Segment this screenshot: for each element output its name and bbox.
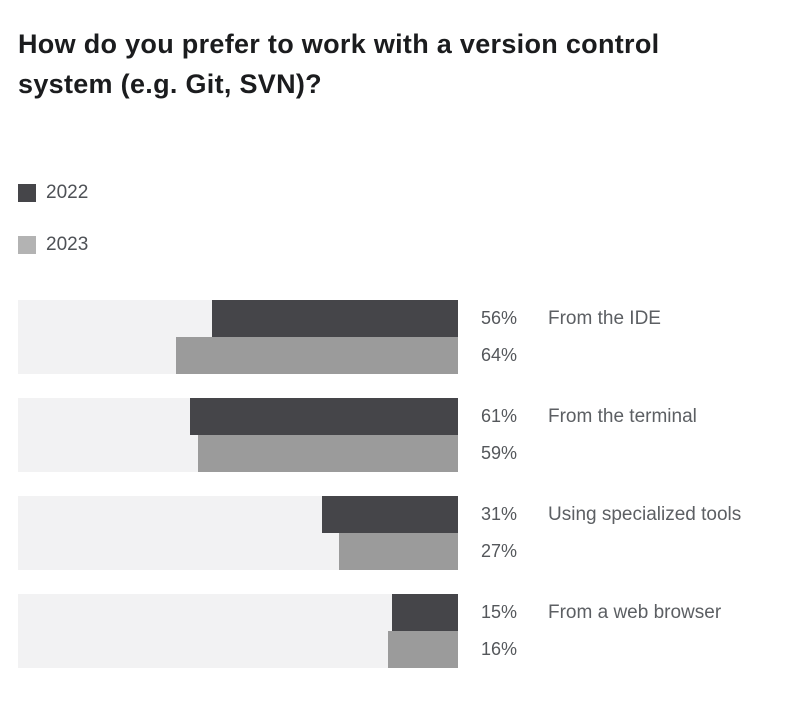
percent-2022: 15% bbox=[481, 602, 518, 622]
bar-track bbox=[18, 398, 458, 472]
bar-track bbox=[18, 594, 458, 668]
percent-2022: 56% bbox=[481, 308, 518, 328]
bar-2022 bbox=[392, 594, 458, 631]
percent-2022: 61% bbox=[481, 406, 518, 426]
bar-2023 bbox=[387, 631, 458, 668]
category-column: Using specialized tools bbox=[548, 496, 741, 570]
chart-row: 61% 59% From the terminal bbox=[18, 398, 800, 472]
percent-2023: 64% bbox=[481, 345, 518, 365]
chart-row: 31% 27% Using specialized tools bbox=[18, 496, 800, 570]
bar-2022 bbox=[321, 496, 458, 533]
percent-2023: 27% bbox=[481, 541, 518, 561]
category-label: Using specialized tools bbox=[548, 503, 742, 525]
chart-row: 15% 16% From a web browser bbox=[18, 594, 800, 668]
percent-2022: 31% bbox=[481, 504, 518, 524]
page-title: How do you prefer to work with a version… bbox=[18, 24, 800, 104]
category-column: From the IDE bbox=[548, 300, 661, 374]
bar-track bbox=[18, 496, 458, 570]
page-title-line-1: How do you prefer to work with a version… bbox=[18, 29, 660, 59]
bar-track bbox=[18, 300, 458, 374]
page-title-line-2: system (e.g. Git, SVN)? bbox=[18, 69, 322, 99]
category-label: From a web browser bbox=[548, 601, 722, 623]
bar-2022 bbox=[189, 398, 458, 435]
survey-chart: How do you prefer to work with a version… bbox=[18, 24, 800, 668]
percent-2023: 16% bbox=[481, 639, 518, 659]
legend-swatch-icon bbox=[18, 236, 36, 254]
bar-2022 bbox=[211, 300, 458, 337]
category-label: From the IDE bbox=[548, 307, 661, 329]
percent-labels: 15% 16% bbox=[458, 594, 548, 668]
bar-2023 bbox=[339, 533, 458, 570]
percent-2023: 59% bbox=[481, 443, 518, 463]
percent-labels: 56% 64% bbox=[458, 300, 548, 374]
chart-rows: 56% 64% From the IDE 61% 59% From the te… bbox=[18, 300, 800, 668]
category-column: From a web browser bbox=[548, 594, 721, 668]
chart-row: 56% 64% From the IDE bbox=[18, 300, 800, 374]
category-column: From the terminal bbox=[548, 398, 697, 472]
legend: 2022 2023 bbox=[18, 182, 800, 255]
legend-label: 2023 bbox=[46, 234, 89, 255]
percent-labels: 31% 27% bbox=[458, 496, 548, 570]
category-label: From the terminal bbox=[548, 405, 697, 427]
legend-label: 2022 bbox=[46, 182, 89, 203]
legend-item: 2023 bbox=[18, 234, 800, 255]
bar-2023 bbox=[176, 337, 458, 374]
percent-labels: 61% 59% bbox=[458, 398, 548, 472]
legend-item: 2022 bbox=[18, 182, 800, 203]
legend-swatch-icon bbox=[18, 184, 36, 202]
bar-2023 bbox=[198, 435, 458, 472]
